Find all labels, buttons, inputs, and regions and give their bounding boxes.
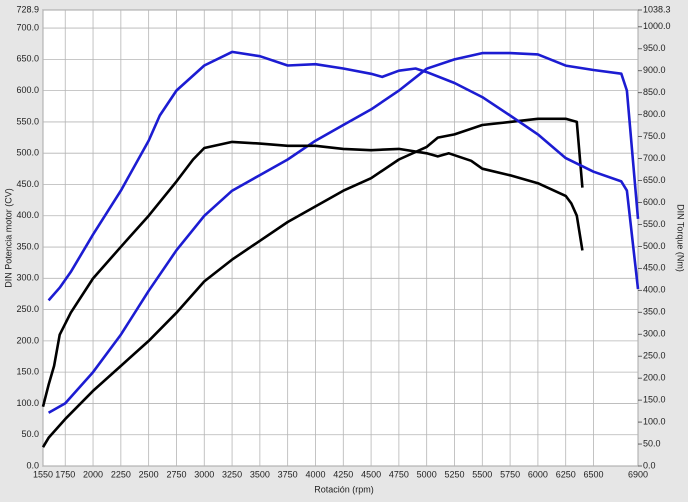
x-tick-label: 2000 [83, 469, 103, 479]
y-tick-label: 450.0 [16, 179, 39, 189]
x-tick-label: 6000 [528, 469, 548, 479]
y2-tick-label: 100.0 [643, 416, 666, 426]
x-tick-label: 6250 [556, 469, 576, 479]
x-tick-label: 6900 [628, 469, 648, 479]
x-tick-label: 5000 [417, 469, 437, 479]
y2-axis-title: DIN Torque (Nm) [676, 204, 686, 272]
y-tick-label: 250.0 [16, 304, 39, 314]
y2-tick-label: 950.0 [643, 43, 666, 53]
y2-tick-label: 450.0 [643, 263, 666, 273]
y2-tick-label: 800.0 [643, 109, 666, 119]
y2-tick-label: 1038.3 [643, 4, 671, 14]
x-tick-label: 5500 [472, 469, 492, 479]
x-tick-label: 4750 [389, 469, 409, 479]
x-tick-label: 1550 [33, 469, 53, 479]
x-tick-label: 1750 [55, 469, 75, 479]
y2-tick-label: 50.0 [643, 438, 661, 448]
y-tick-label: 50.0 [21, 429, 39, 439]
x-tick-label: 2750 [166, 469, 186, 479]
series-line [41, 117, 584, 448]
y-tick-label: 700.0 [16, 22, 39, 32]
x-tick-label: 4000 [305, 469, 325, 479]
y-tick-label: 400.0 [16, 210, 39, 220]
x-tick-label: 4250 [333, 469, 353, 479]
y-tick-label: 150.0 [16, 367, 39, 377]
y-tick-label: 350.0 [16, 241, 39, 251]
x-tick-label: 3500 [250, 469, 270, 479]
y2-tick-label: 500.0 [643, 241, 666, 251]
y2-tick-label: 200.0 [643, 373, 666, 383]
y2-tick-label: 250.0 [643, 351, 666, 361]
y-tick-label: 0.0 [26, 460, 39, 470]
series-line [41, 140, 584, 408]
y-axis-title: DIN Potencia motor (CV) [3, 188, 13, 288]
y2-tick-label: 850.0 [643, 87, 666, 97]
y-tick-label: 200.0 [16, 335, 39, 345]
x-tick-label: 5750 [500, 469, 520, 479]
x-tick-label: 3250 [222, 469, 242, 479]
y2-tick-label: 300.0 [643, 329, 666, 339]
y-tick-label: 600.0 [16, 85, 39, 95]
y2-tick-label: 0.0 [643, 460, 656, 470]
y2-tick-label: 550.0 [643, 219, 666, 229]
x-tick-label: 4500 [361, 469, 381, 479]
plot-area [42, 9, 639, 467]
y-tick-label: 300.0 [16, 273, 39, 283]
y-tick-label: 728.9 [16, 4, 39, 14]
series-line [47, 50, 640, 302]
x-tick-label: 2250 [111, 469, 131, 479]
x-tick-label: 6500 [583, 469, 603, 479]
y2-tick-label: 650.0 [643, 175, 666, 185]
y2-tick-label: 750.0 [643, 131, 666, 141]
x-tick-label: 3750 [278, 469, 298, 479]
y2-tick-label: 150.0 [643, 394, 666, 404]
x-tick-label: 2500 [139, 469, 159, 479]
y2-tick-label: 700.0 [643, 153, 666, 163]
y2-tick-label: 350.0 [643, 307, 666, 317]
y2-tick-label: 1000.0 [643, 21, 671, 31]
series-line [47, 51, 640, 414]
x-tick-label: 5250 [444, 469, 464, 479]
y-tick-label: 100.0 [16, 398, 39, 408]
y2-tick-label: 900.0 [643, 65, 666, 75]
y2-tick-label: 400.0 [643, 285, 666, 295]
y-tick-label: 650.0 [16, 54, 39, 64]
y-tick-label: 500.0 [16, 148, 39, 158]
x-axis-title: Rotación (rpm) [314, 484, 374, 494]
x-tick-label: 3000 [194, 469, 214, 479]
y2-tick-label: 600.0 [643, 197, 666, 207]
y-tick-label: 550.0 [16, 116, 39, 126]
